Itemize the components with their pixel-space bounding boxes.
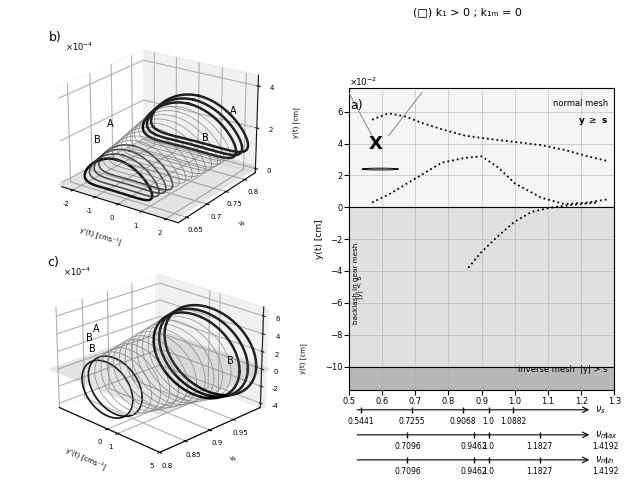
Text: $\nu_{min}$: $\nu_{min}$ bbox=[595, 454, 614, 466]
Text: 1.4192: 1.4192 bbox=[593, 442, 619, 450]
Text: 1.0: 1.0 bbox=[483, 467, 495, 476]
Text: $\times10^{-4}$: $\times10^{-4}$ bbox=[65, 41, 93, 53]
Text: (□) k₁ > 0 ; k₁ₘ = 0: (□) k₁ > 0 ; k₁ₘ = 0 bbox=[413, 7, 522, 17]
Text: inverse mesh  |y| > s: inverse mesh |y| > s bbox=[518, 365, 608, 374]
Text: X: X bbox=[369, 135, 383, 153]
Text: backlash in gear mesh: backlash in gear mesh bbox=[353, 243, 359, 325]
Text: $\times\!10^{-2}$: $\times\!10^{-2}$ bbox=[349, 76, 377, 88]
Text: b): b) bbox=[49, 31, 62, 44]
Text: 1.0: 1.0 bbox=[483, 442, 495, 450]
Text: 0.7255: 0.7255 bbox=[399, 417, 425, 426]
Text: |y| < s: |y| < s bbox=[356, 275, 364, 299]
Text: a): a) bbox=[351, 99, 363, 112]
Text: 0.9462: 0.9462 bbox=[460, 442, 487, 450]
Y-axis label: $\nu_s$: $\nu_s$ bbox=[228, 453, 239, 465]
Text: $\nu_s$: $\nu_s$ bbox=[595, 404, 605, 416]
Text: c): c) bbox=[47, 256, 59, 268]
Text: 1.0882: 1.0882 bbox=[500, 417, 526, 426]
Y-axis label: y(t) [cm]: y(t) [cm] bbox=[315, 219, 324, 259]
Y-axis label: $\nu_s$: $\nu_s$ bbox=[237, 218, 250, 230]
Text: 1.1827: 1.1827 bbox=[527, 442, 553, 450]
Text: 0.9068: 0.9068 bbox=[449, 417, 476, 426]
Text: 0.7096: 0.7096 bbox=[394, 442, 420, 450]
Text: 0.5441: 0.5441 bbox=[348, 417, 374, 426]
Text: 0.9462: 0.9462 bbox=[460, 467, 487, 476]
Text: 1.0: 1.0 bbox=[483, 417, 495, 426]
Text: y $\geq$ s: y $\geq$ s bbox=[578, 115, 608, 127]
Text: normal mesh: normal mesh bbox=[552, 99, 608, 108]
Text: 0.7096: 0.7096 bbox=[394, 467, 420, 476]
Text: 1.1827: 1.1827 bbox=[527, 467, 553, 476]
X-axis label: y'(t) [cms⁻¹]: y'(t) [cms⁻¹] bbox=[65, 447, 107, 471]
Text: $\times10^{-4}$: $\times10^{-4}$ bbox=[63, 265, 91, 278]
Text: 1.4192: 1.4192 bbox=[593, 467, 619, 476]
X-axis label: y'(t) [cms⁻¹]: y'(t) [cms⁻¹] bbox=[79, 225, 122, 245]
Text: $\nu_{max}$: $\nu_{max}$ bbox=[595, 429, 617, 441]
